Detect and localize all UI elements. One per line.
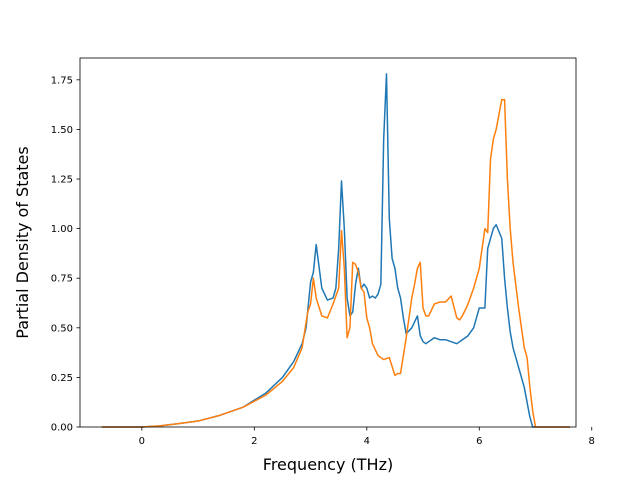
axes-frame	[79, 57, 577, 428]
y-tick-label: 1.75	[51, 75, 73, 86]
y-axis-label: Partial Density of States	[13, 146, 32, 338]
series-line-2	[101, 98, 570, 428]
x-tick-label: 6	[476, 436, 482, 447]
x-tick-label: 0	[139, 436, 145, 447]
x-tick-label: 8	[589, 436, 595, 447]
y-tick-label: 1.50	[51, 125, 73, 136]
x-tick-label: 2	[251, 436, 257, 447]
y-tick-label: 1.00	[51, 224, 73, 235]
series-line-1	[101, 73, 570, 428]
y-tick-label: 1.25	[51, 175, 73, 186]
y-tick-label: 0.25	[51, 373, 73, 384]
y-tick-label: 0.00	[51, 423, 73, 434]
y-tick-label: 0.75	[51, 274, 73, 285]
x-tick-label: 4	[364, 436, 370, 447]
plot-area	[101, 73, 570, 428]
y-tick-label: 0.50	[51, 323, 73, 334]
axes-ticks: 0 2 4 6 8 0.00 0.25 0.50 0.75 1.00 1.25 1.50 1.75	[51, 75, 595, 447]
x-axis-label: Frequency (THz)	[263, 455, 393, 474]
